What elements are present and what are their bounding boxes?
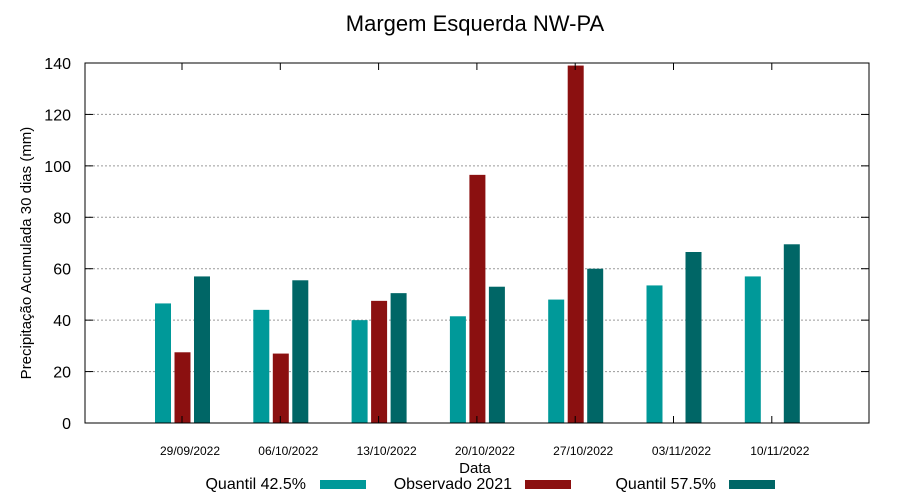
- bar: [646, 285, 663, 423]
- bar: [253, 309, 270, 423]
- legend-label: Quantil 42.5%: [205, 476, 306, 493]
- bar: [567, 65, 584, 424]
- bar: [744, 276, 761, 423]
- legend-swatch: [729, 480, 775, 489]
- y-tick-label: 40: [53, 313, 71, 330]
- chart-title: Margem Esquerda NW-PA: [346, 11, 605, 36]
- bars: [155, 65, 800, 424]
- bar: [783, 244, 800, 423]
- x-tick-label: 13/10/2022: [357, 444, 417, 458]
- bar: [155, 303, 171, 423]
- y-tick-label: 80: [53, 210, 71, 227]
- bar: [351, 320, 368, 423]
- y-tick-label: 100: [44, 159, 71, 176]
- x-tick-label: 27/10/2022: [553, 444, 613, 458]
- bar: [174, 352, 191, 423]
- legend-swatch: [525, 480, 571, 489]
- y-axis-label: Precipitação Acumulada 30 dias (mm): [18, 127, 35, 380]
- bar: [194, 276, 210, 423]
- y-axis: 0 20 40 60 80 100 120 140: [44, 56, 869, 433]
- y-tick-label: 60: [53, 262, 71, 279]
- y-tick-label: 20: [53, 365, 71, 382]
- bar: [548, 299, 565, 423]
- x-tick-label: 10/11/2022: [750, 444, 809, 458]
- x-axis: 29/09/2022 06/10/2022 13/10/2022 20/10/2022…: [160, 63, 810, 458]
- x-tick-label: 06/10/2022: [258, 444, 318, 458]
- bar: [469, 174, 486, 423]
- y-tick-label: 140: [44, 56, 71, 73]
- bar: [587, 268, 604, 423]
- legend-swatch: [320, 480, 366, 489]
- bar: [685, 252, 702, 423]
- bar: [272, 353, 289, 423]
- bar: [390, 293, 407, 423]
- x-tick-label: 03/11/2022: [652, 444, 711, 458]
- x-tick-label: 29/09/2022: [160, 444, 220, 458]
- legend: Quantil 42.5% Observado 2021 Quantil 57.5%: [205, 476, 775, 493]
- y-tick-label: 120: [44, 107, 71, 124]
- bar: [292, 280, 309, 423]
- bar: [488, 286, 505, 423]
- x-axis-label: Data: [459, 460, 491, 477]
- legend-label: Quantil 57.5%: [615, 476, 716, 493]
- bar: [449, 316, 466, 423]
- bar: [371, 300, 388, 423]
- y-tick-label: 0: [62, 416, 71, 433]
- legend-label: Observado 2021: [394, 476, 512, 493]
- x-tick-label: 20/10/2022: [455, 444, 515, 458]
